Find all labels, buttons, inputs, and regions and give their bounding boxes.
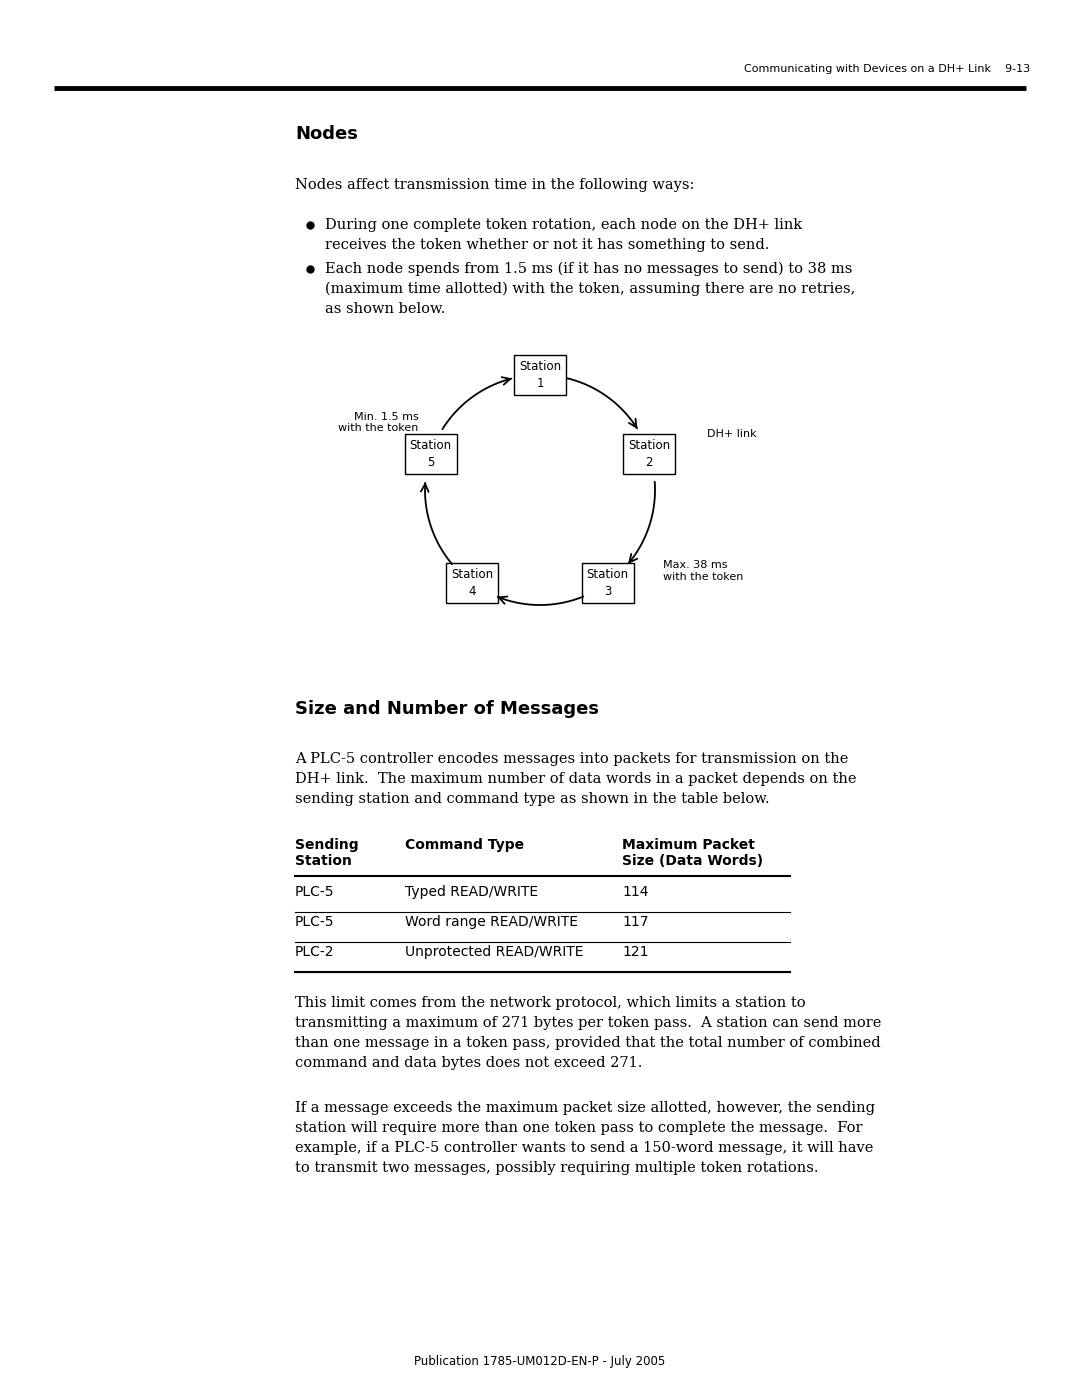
FancyBboxPatch shape [623,434,675,475]
Text: DH+ link.  The maximum number of data words in a packet depends on the: DH+ link. The maximum number of data wor… [295,773,856,787]
FancyBboxPatch shape [446,563,498,604]
Text: Maximum Packet: Maximum Packet [622,838,755,852]
Text: station will require more than one token pass to complete the message.  For: station will require more than one token… [295,1120,863,1134]
Text: transmitting a maximum of 271 bytes per token pass.  A station can send more: transmitting a maximum of 271 bytes per … [295,1016,881,1030]
Text: Station: Station [295,854,352,868]
Text: Sending: Sending [295,838,359,852]
Text: (maximum time allotted) with the token, assuming there are no retries,: (maximum time allotted) with the token, … [325,282,855,296]
Text: Station
1: Station 1 [518,360,562,390]
Text: Station
4: Station 4 [451,569,494,598]
Text: 114: 114 [622,886,648,900]
Text: Communicating with Devices on a DH+ Link    9-13: Communicating with Devices on a DH+ Link… [744,64,1030,74]
Text: Unprotected READ/WRITE: Unprotected READ/WRITE [405,944,583,958]
Text: Station
2: Station 2 [629,440,671,469]
FancyBboxPatch shape [514,355,566,395]
Text: PLC-5: PLC-5 [295,886,335,900]
Text: sending station and command type as shown in the table below.: sending station and command type as show… [295,792,770,806]
Text: than one message in a token pass, provided that the total number of combined: than one message in a token pass, provid… [295,1037,880,1051]
Text: Size (Data Words): Size (Data Words) [622,854,764,868]
Text: This limit comes from the network protocol, which limits a station to: This limit comes from the network protoc… [295,996,806,1010]
Text: During one complete token rotation, each node on the DH+ link: During one complete token rotation, each… [325,218,802,232]
Text: Nodes affect transmission time in the following ways:: Nodes affect transmission time in the fo… [295,177,694,191]
Text: Publication 1785-UM012D-EN-P - July 2005: Publication 1785-UM012D-EN-P - July 2005 [415,1355,665,1368]
Text: If a message exceeds the maximum packet size allotted, however, the sending: If a message exceeds the maximum packet … [295,1101,875,1115]
Text: PLC-2: PLC-2 [295,944,335,958]
Text: 117: 117 [622,915,648,929]
Text: Station
5: Station 5 [409,440,451,469]
Text: as shown below.: as shown below. [325,302,445,316]
Text: Max. 38 ms
with the token: Max. 38 ms with the token [663,560,743,581]
Text: Command Type: Command Type [405,838,524,852]
Text: example, if a PLC-5 controller wants to send a 150-word message, it will have: example, if a PLC-5 controller wants to … [295,1141,874,1155]
Text: Station
3: Station 3 [586,569,629,598]
FancyBboxPatch shape [582,563,634,604]
Text: command and data bytes does not exceed 271.: command and data bytes does not exceed 2… [295,1056,643,1070]
Text: to transmit two messages, possibly requiring multiple token rotations.: to transmit two messages, possibly requi… [295,1161,819,1175]
Text: receives the token whether or not it has something to send.: receives the token whether or not it has… [325,237,769,251]
Text: Word range READ/WRITE: Word range READ/WRITE [405,915,578,929]
Text: A PLC-5 controller encodes messages into packets for transmission on the: A PLC-5 controller encodes messages into… [295,752,849,766]
Text: Size and Number of Messages: Size and Number of Messages [295,700,599,718]
Text: Each node spends from 1.5 ms (if it has no messages to send) to 38 ms: Each node spends from 1.5 ms (if it has … [325,263,852,277]
Text: Nodes: Nodes [295,124,357,142]
Text: 121: 121 [622,944,648,958]
FancyBboxPatch shape [405,434,457,475]
Text: PLC-5: PLC-5 [295,915,335,929]
Text: Min. 1.5 ms
with the token: Min. 1.5 ms with the token [338,412,419,433]
Text: Typed READ/WRITE: Typed READ/WRITE [405,886,538,900]
Text: DH+ link: DH+ link [707,429,757,440]
